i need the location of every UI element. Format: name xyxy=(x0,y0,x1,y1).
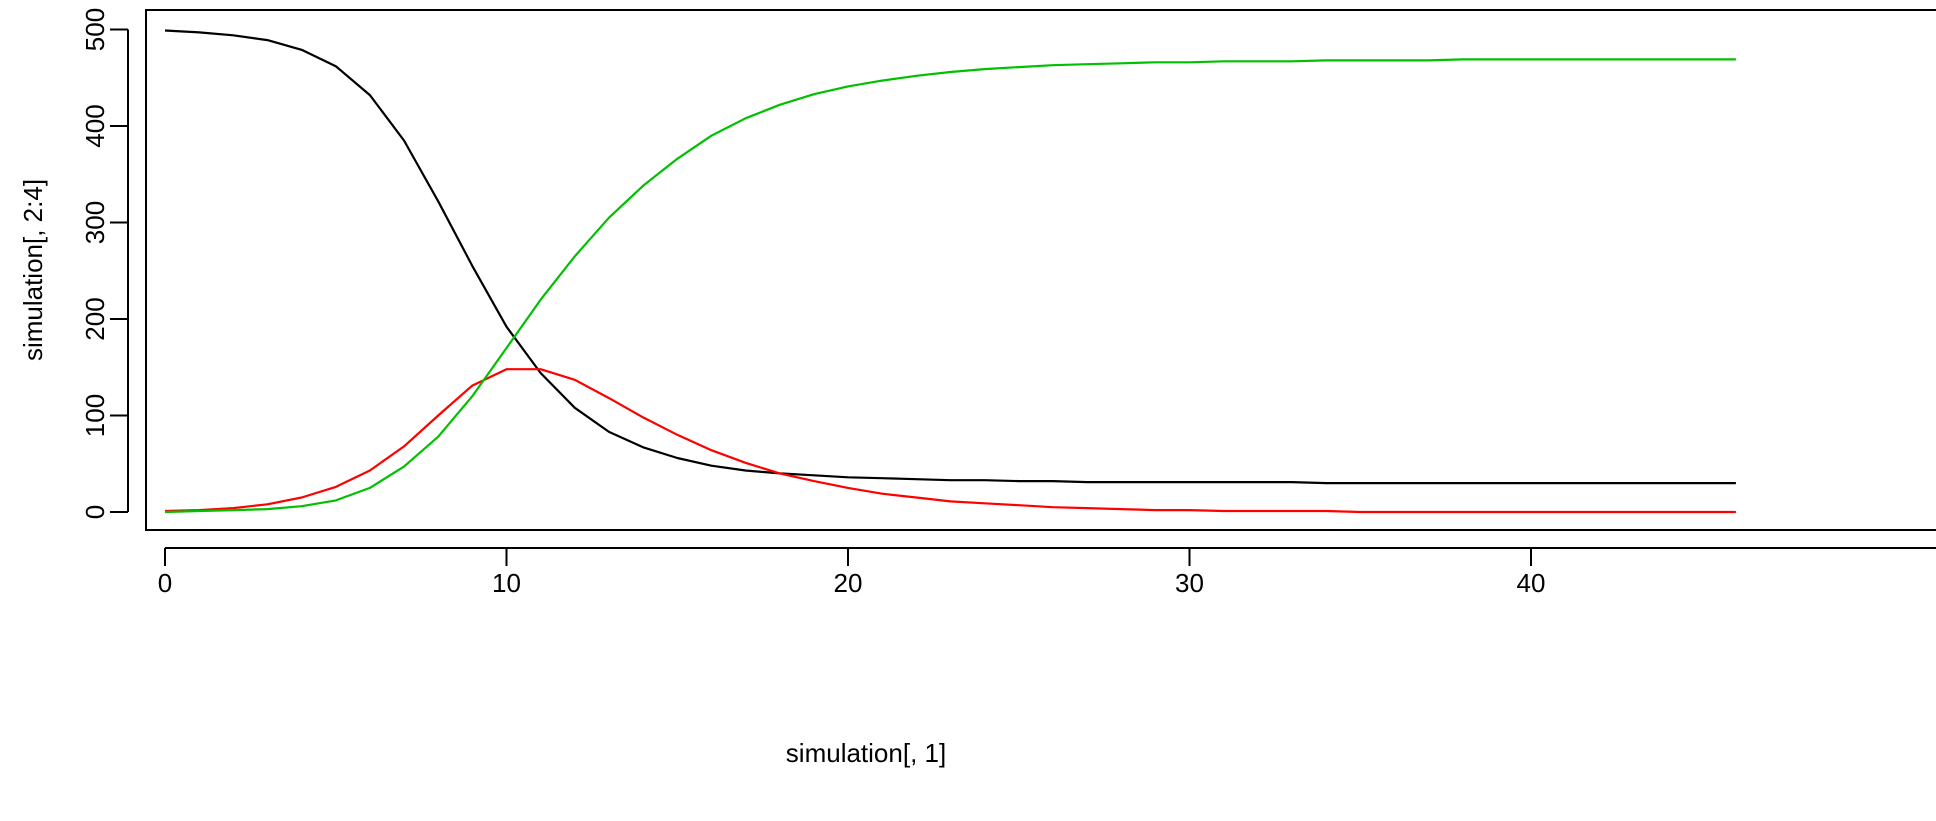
y-tick-label: 0 xyxy=(80,505,110,519)
y-tick-label: 400 xyxy=(80,104,110,147)
x-tick-label: 30 xyxy=(1175,568,1204,598)
x-tick-label: 20 xyxy=(834,568,863,598)
y-tick-label: 300 xyxy=(80,201,110,244)
x-axis-label: simulation[, 1] xyxy=(786,738,946,768)
plot-frame xyxy=(145,9,1936,531)
series-line-2 xyxy=(164,368,1736,514)
y-tick-label: 200 xyxy=(80,297,110,340)
series-lines xyxy=(164,29,1736,514)
y-tick-label: 100 xyxy=(80,394,110,437)
x-tick-label: 0 xyxy=(158,568,172,598)
x-tick-label: 40 xyxy=(1517,568,1546,598)
series-line-3 xyxy=(164,58,1736,514)
y-tick-label: 500 xyxy=(80,8,110,51)
x-tick-label: 10 xyxy=(492,568,521,598)
y-axis-label: simulation[, 2:4] xyxy=(18,179,48,361)
series-line-1 xyxy=(164,29,1736,485)
